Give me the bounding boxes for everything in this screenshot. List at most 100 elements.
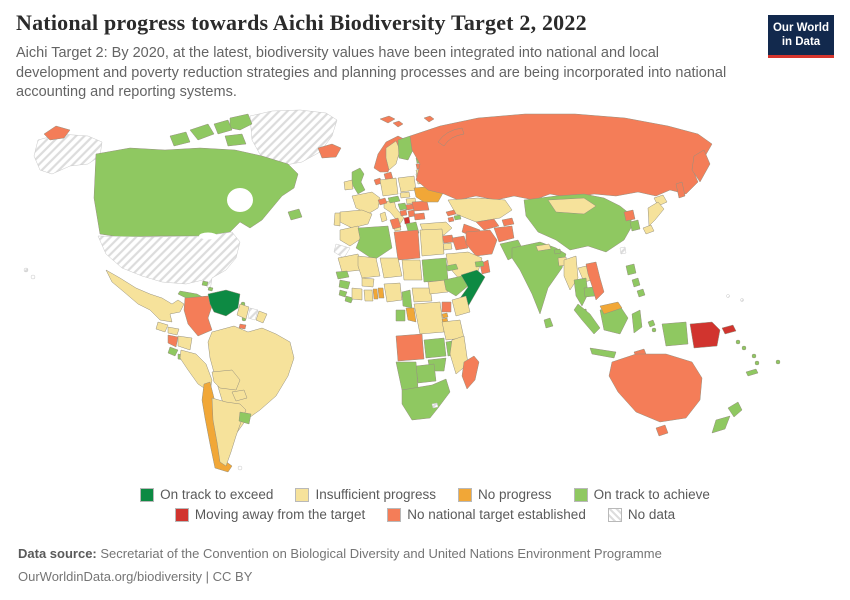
legend-swatch-no_target [387, 507, 402, 522]
map-region-algeria [355, 225, 393, 261]
map-region-jordan [442, 242, 453, 251]
map-region-falklands [237, 465, 243, 471]
map-region-libya [393, 229, 421, 261]
map-region-ghana [363, 289, 374, 302]
legend-item-insufficient: Insufficient progress [295, 487, 436, 502]
map-region-philippines [631, 277, 641, 288]
map-region-sulawesi [631, 309, 643, 334]
map-region-kenya [451, 295, 471, 317]
map-region-lesotho [431, 402, 439, 409]
map-region-guinea [338, 279, 351, 290]
map-region-finland [397, 135, 415, 161]
map-region-bahamas [201, 280, 209, 287]
map-region-cameroon [401, 289, 413, 309]
map-region-vanuatu [751, 353, 757, 359]
chart-header: National progress towards Aichi Biodiver… [16, 10, 834, 103]
map-region-romania [411, 200, 430, 212]
map-region-nepal [535, 243, 552, 252]
map-region-angola [395, 333, 425, 362]
legend-item-exceed: On track to exceed [140, 487, 273, 502]
map-region-central-african-republic [411, 287, 433, 303]
map-region-canada-island [189, 123, 215, 141]
map-region-sakhalin [675, 181, 686, 199]
map-region-congo [405, 307, 417, 323]
legend-swatch-achieve [573, 487, 588, 502]
map-region-new-zealand-north [727, 401, 743, 418]
map-region-philippines [636, 288, 646, 298]
map-region-austria [387, 195, 401, 204]
map-region-canada-island [169, 131, 191, 147]
legend-label-exceed: On track to exceed [160, 487, 274, 502]
map-region-egypt [419, 228, 445, 257]
map-region-france [351, 191, 381, 215]
legend-label-away: Moving away from the target [194, 507, 366, 522]
map-region-uganda [441, 301, 452, 313]
map-region-gabon [395, 309, 406, 322]
map-region-india [511, 241, 567, 315]
map-region-guatemala [155, 321, 169, 333]
map-region-pacific-islands [740, 298, 744, 302]
map-region-ireland [343, 179, 354, 191]
map-region-alaska [33, 133, 103, 175]
world-choropleth-map [0, 108, 850, 482]
map-legend: On track to exceed Insufficient progress N… [0, 487, 850, 527]
map-region-south-africa [401, 378, 451, 421]
data-source-line: Data source: Secretariat of the Conventi… [18, 543, 662, 566]
map-region-poland [397, 175, 417, 193]
map-region-solomon-islands [735, 339, 741, 345]
data-source-label: Data source: [18, 546, 97, 561]
legend-swatch-away [174, 507, 189, 522]
legend-swatch-insufficient [295, 487, 310, 502]
legend-label-no_progress: No progress [478, 487, 552, 502]
map-region-west-papua [661, 321, 689, 347]
map-region-svalbard [379, 115, 396, 124]
map-region-new-britain [721, 324, 737, 335]
map-region-switzerland [377, 197, 388, 206]
map-region-russia [409, 113, 713, 201]
map-region-svalbard [392, 120, 404, 128]
map-region-chukotka [43, 125, 71, 141]
legend-row-2: Moving away from the target No national t… [0, 507, 850, 522]
map-region-fiji [775, 359, 781, 365]
map-region-south-korea [629, 219, 641, 232]
map-region-french-guiana [255, 310, 268, 324]
map-region-colombia [183, 295, 213, 337]
map-region-benin [377, 287, 385, 299]
map-region-iraq [451, 235, 469, 251]
owid-logo[interactable]: Our World in Data [768, 15, 834, 58]
map-region-kyrgyzstan [501, 217, 515, 227]
map-region-australia [608, 353, 703, 423]
map-region-papua-new-guinea [689, 321, 721, 349]
legend-item-no_data: No data [607, 507, 676, 522]
map-region-thailand [573, 277, 589, 307]
owid-link: OurWorldinData.org/biodiversity [18, 568, 202, 584]
map-region-malaysia-borneo [599, 301, 623, 315]
legend-label-no_target: No national target established [407, 507, 586, 522]
map-region-canada-island [213, 119, 233, 135]
map-region-liberia [344, 295, 354, 304]
map-region-sweden [385, 140, 401, 171]
page-title: National progress towards Aichi Biodiver… [16, 10, 587, 35]
legend-item-away: Moving away from the target [174, 507, 366, 522]
world-map-svg [23, 109, 781, 473]
map-region-madagascar [461, 355, 480, 390]
map-region-philippines [625, 263, 637, 276]
great-lakes [199, 232, 217, 240]
map-region-bahamas [207, 286, 214, 292]
map-region-bolivia [211, 369, 241, 391]
map-region-suriname [247, 307, 259, 321]
map-region-hawaii [23, 267, 29, 273]
map-region-germany [379, 177, 399, 197]
map-region-franz-josef [423, 115, 435, 123]
legend-label-no_data: No data [627, 507, 676, 522]
map-region-tasmania [655, 424, 669, 437]
map-region-bhutan [553, 248, 562, 255]
legend-swatch-no_data [607, 507, 622, 522]
map-region-honduras [167, 326, 180, 336]
map-region-niger [379, 257, 403, 279]
map-region-canada [93, 147, 299, 238]
map-region-vanuatu [754, 360, 760, 366]
map-region-costa-rica [167, 346, 179, 357]
map-region-eritrea [445, 263, 459, 272]
